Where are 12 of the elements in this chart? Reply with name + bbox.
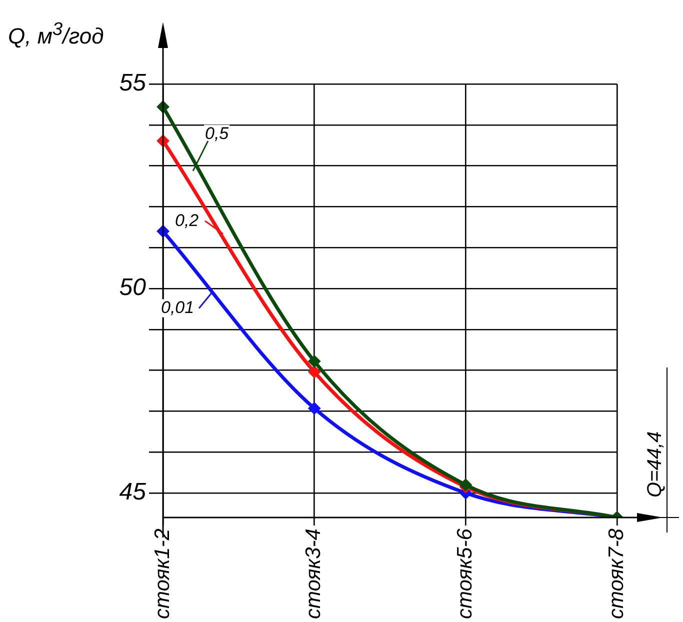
legend-label: 0,01 [161,298,194,318]
y-tick-label: 45 [119,478,147,506]
y-axis-title: Q, м$^{3}$/год [8,18,104,50]
series-label: 0,5 [205,124,230,143]
y-tick-label: 55 [119,70,147,97]
x-tick-label: стояк1-2 [150,528,174,620]
legend-label: 0,2 [175,210,200,230]
y-tick-label: 50 [119,274,147,302]
ref-line-label: Q=44,4 [644,431,666,498]
x-tick-label: стояк3-4 [302,528,326,620]
x-tick-label: стояк5-6 [454,528,477,620]
x-tick-label: стояк7-8 [604,528,628,620]
